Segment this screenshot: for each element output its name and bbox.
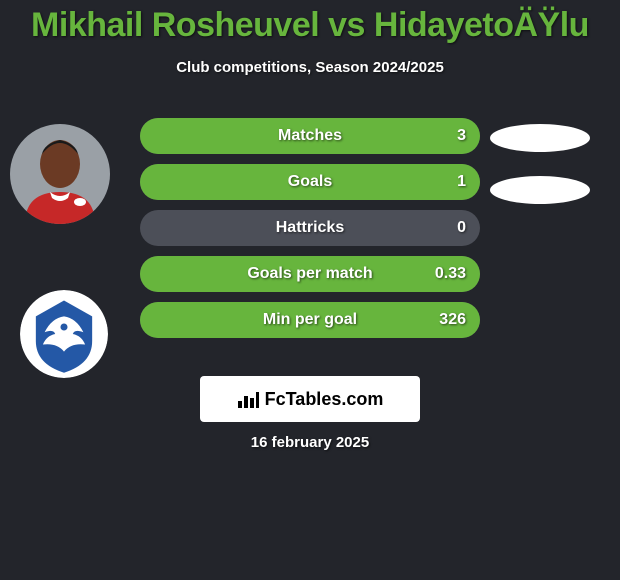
stat-value: 0.33 [435, 256, 466, 292]
player2-placeholder-oval [490, 124, 590, 152]
stats-panel: Matches3Goals1Hattricks0Goals per match0… [140, 118, 480, 348]
stat-row: Goals1 [140, 164, 480, 200]
stat-row: Min per goal326 [140, 302, 480, 338]
stat-label: Hattricks [140, 210, 480, 246]
stat-row: Goals per match0.33 [140, 256, 480, 292]
page-title: Mikhail Rosheuvel vs HidayetoÄŸlu [0, 0, 620, 45]
subtitle: Club competitions, Season 2024/2025 [0, 59, 620, 76]
date-label: 16 february 2025 [0, 434, 620, 451]
stat-label: Goals [140, 164, 480, 200]
stat-label: Goals per match [140, 256, 480, 292]
player2-placeholder-oval [490, 176, 590, 204]
stat-label: Min per goal [140, 302, 480, 338]
stat-value: 1 [457, 164, 466, 200]
chart-icon [237, 389, 259, 409]
site-name: FcTables.com [265, 389, 384, 410]
stat-row: Hattricks0 [140, 210, 480, 246]
stat-value: 3 [457, 118, 466, 154]
stat-label: Matches [140, 118, 480, 154]
stat-row: Matches3 [140, 118, 480, 154]
team-crest [20, 290, 108, 378]
stat-value: 326 [439, 302, 466, 338]
player1-photo [10, 124, 110, 224]
stat-value: 0 [457, 210, 466, 246]
site-badge[interactable]: FcTables.com [200, 376, 420, 422]
